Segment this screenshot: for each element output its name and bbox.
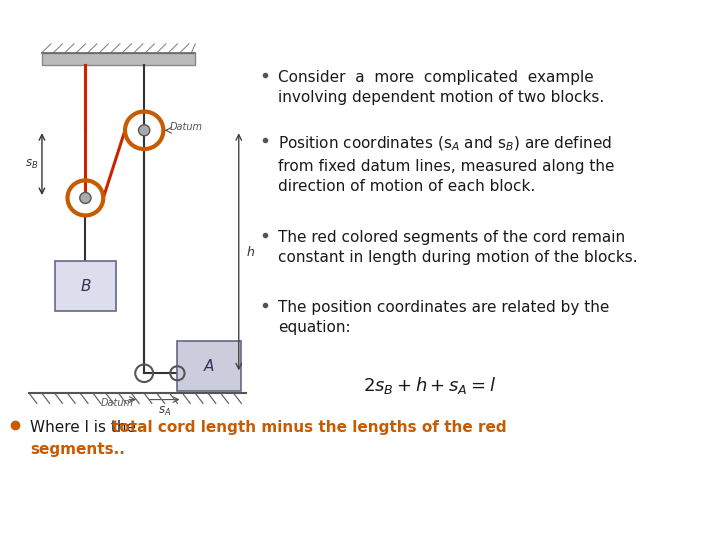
Text: $s_A$: $s_A$ [158,404,171,417]
Text: $A$: $A$ [203,358,215,374]
Text: Where l is the: Where l is the [30,420,141,435]
Text: segments..: segments.. [30,442,125,457]
Circle shape [80,192,91,204]
Text: Consider  a  more  complicated  example
involving dependent motion of two blocks: Consider a more complicated example invo… [278,70,604,105]
FancyBboxPatch shape [42,52,195,65]
Text: The red colored segments of the cord remain
constant in length during motion of : The red colored segments of the cord rem… [278,230,638,265]
Text: $h$: $h$ [246,245,256,259]
FancyBboxPatch shape [55,261,116,310]
Circle shape [138,125,150,136]
FancyBboxPatch shape [177,341,241,391]
Text: The position coordinates are related by the
equation:: The position coordinates are related by … [278,300,609,335]
Text: Datum: Datum [101,399,134,408]
Text: Datum: Datum [170,122,203,132]
Text: Position coordinates (s$_A$ and s$_B$) are defined
from fixed datum lines, measu: Position coordinates (s$_A$ and s$_B$) a… [278,135,614,194]
Text: $s_B$: $s_B$ [25,158,38,171]
Text: total cord length minus the lengths of the red: total cord length minus the lengths of t… [112,420,507,435]
Text: $B$: $B$ [80,278,91,294]
Text: $2s_B + h + s_A = l$: $2s_B + h + s_A = l$ [364,375,497,396]
